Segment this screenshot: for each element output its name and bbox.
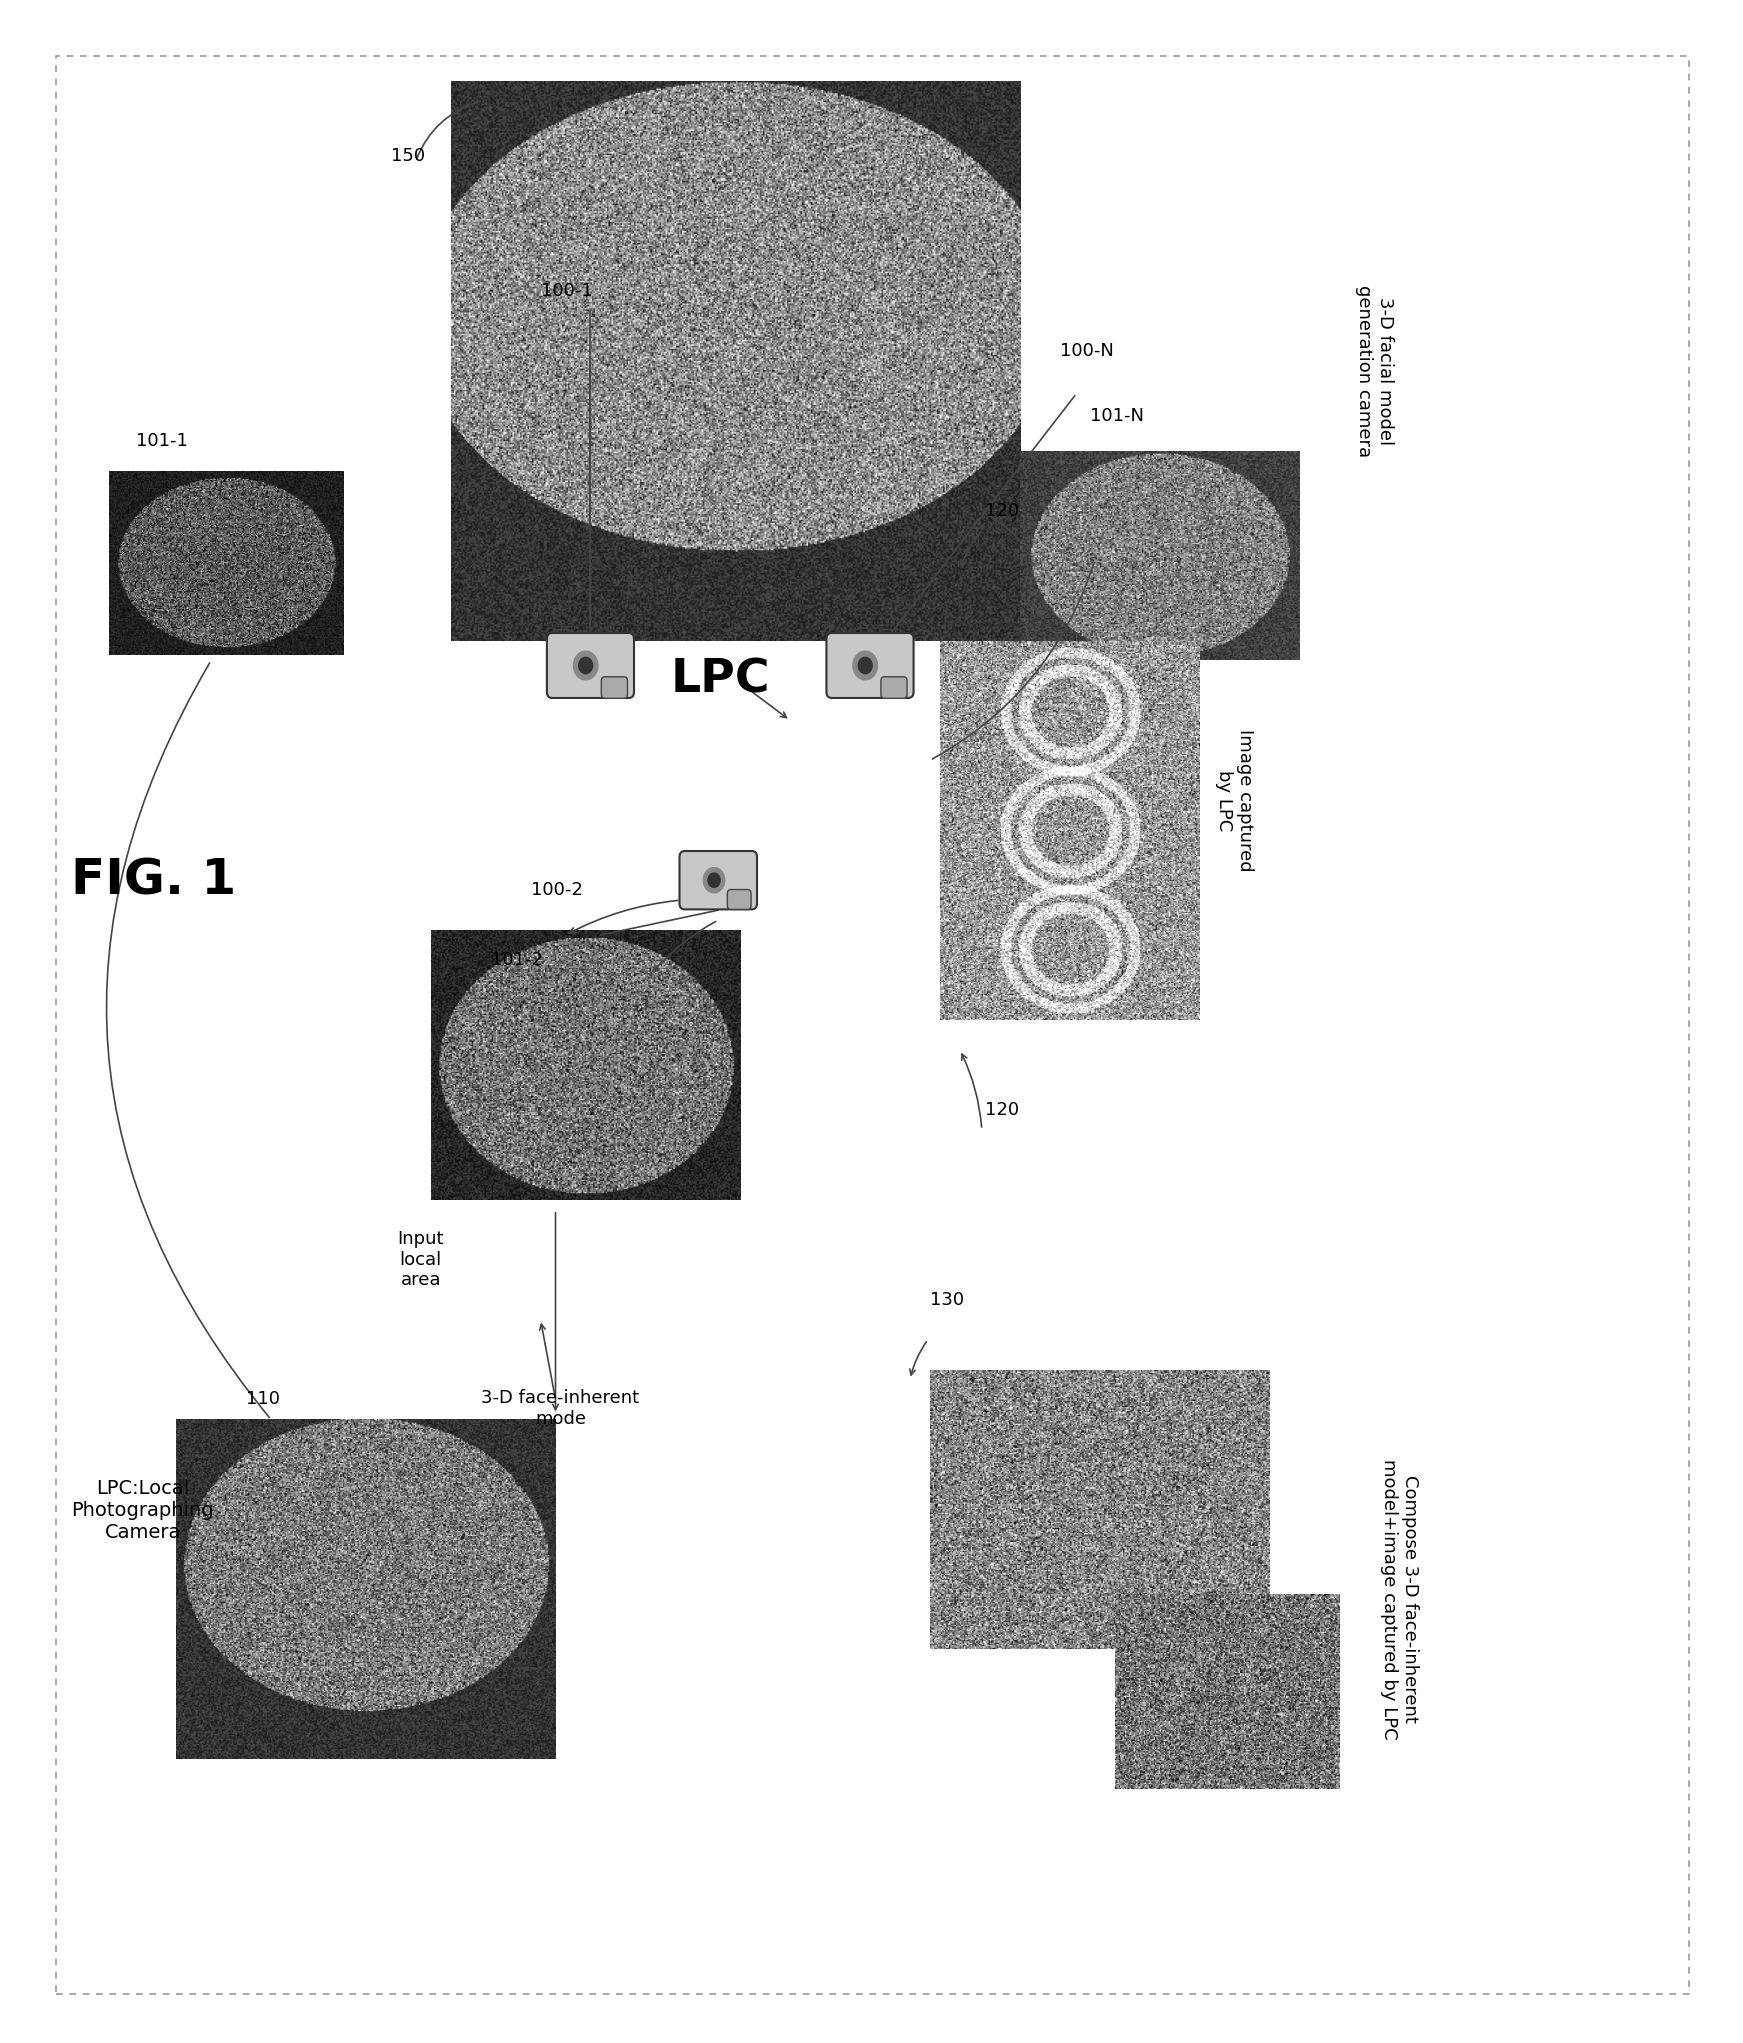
FancyArrowPatch shape — [933, 564, 1095, 760]
FancyArrowPatch shape — [553, 1214, 558, 1410]
Circle shape — [573, 652, 598, 680]
FancyArrowPatch shape — [962, 1054, 981, 1128]
Text: Input
local
area: Input local area — [397, 1230, 444, 1289]
Text: 150: 150 — [390, 147, 425, 165]
Text: 101-N: 101-N — [1089, 407, 1143, 425]
FancyArrowPatch shape — [106, 662, 268, 1418]
FancyBboxPatch shape — [547, 633, 634, 699]
FancyBboxPatch shape — [880, 676, 906, 699]
Text: FIG. 1: FIG. 1 — [71, 856, 237, 905]
FancyArrowPatch shape — [960, 533, 980, 566]
FancyArrowPatch shape — [753, 693, 786, 717]
Text: LPC: LPC — [671, 658, 770, 703]
Circle shape — [708, 872, 720, 887]
FancyBboxPatch shape — [601, 676, 627, 699]
Text: 120: 120 — [985, 503, 1020, 519]
FancyArrowPatch shape — [540, 1324, 554, 1397]
Text: Image captured
by LPC: Image captured by LPC — [1215, 729, 1253, 872]
Circle shape — [579, 658, 593, 674]
FancyArrowPatch shape — [910, 1342, 926, 1375]
FancyBboxPatch shape — [727, 889, 751, 909]
Text: 110: 110 — [246, 1391, 281, 1408]
Text: Compose 3-D face-inherent
model+image captured by LPC: Compose 3-D face-inherent model+image ca… — [1380, 1459, 1419, 1739]
Circle shape — [852, 652, 877, 680]
FancyArrowPatch shape — [654, 921, 716, 972]
Text: 101-1: 101-1 — [136, 431, 188, 449]
Bar — [56, 57, 1689, 1994]
Text: 3-D face-inherent
mode: 3-D face-inherent mode — [481, 1389, 640, 1428]
Text: 120: 120 — [985, 1101, 1020, 1120]
Text: 100-N: 100-N — [1060, 341, 1114, 360]
Text: 100-1: 100-1 — [540, 282, 593, 300]
FancyBboxPatch shape — [680, 852, 756, 909]
Circle shape — [858, 658, 872, 674]
Text: LPC:Local
Photographing
Camera: LPC:Local Photographing Camera — [71, 1479, 214, 1542]
Circle shape — [704, 868, 725, 893]
Text: 100-2: 100-2 — [530, 881, 582, 899]
FancyArrowPatch shape — [417, 102, 478, 159]
Text: 3-D facial model
generation camera: 3-D facial model generation camera — [1354, 284, 1394, 458]
FancyArrowPatch shape — [570, 901, 678, 934]
FancyArrowPatch shape — [983, 513, 1018, 539]
Text: 101-2: 101-2 — [490, 952, 542, 968]
Text: 130: 130 — [931, 1291, 964, 1310]
FancyBboxPatch shape — [826, 633, 913, 699]
